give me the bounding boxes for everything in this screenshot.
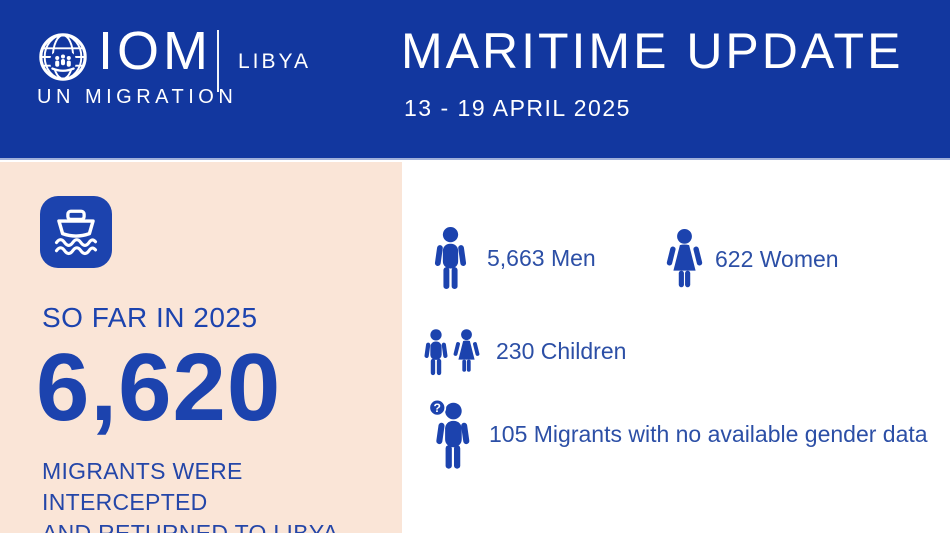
period-label: SO FAR IN 2025 xyxy=(42,302,258,333)
logo-org-text: IOM xyxy=(98,21,212,81)
stat-women-label: 622 Women xyxy=(715,245,839,272)
total-description: MIGRANTS WERE INTERCEPTED AND RETURNED T… xyxy=(42,456,402,533)
stat-unknown-label: 105 Migrants with no available gender da… xyxy=(489,420,928,447)
question-mark-glyph: ? xyxy=(434,400,441,414)
logo-region-text: LIBYA xyxy=(238,50,311,73)
stat-women: 622 Women xyxy=(666,228,839,290)
stat-men-label: 5,663 Men xyxy=(487,244,596,271)
stat-unknown: ? 105 Migrants with no available gender … xyxy=(428,396,928,472)
page-title: MARITIME UPDATE xyxy=(401,23,904,79)
logo-divider xyxy=(217,30,219,92)
summary-panel: SO FAR IN 2025 6,620 MIGRANTS WERE INTER… xyxy=(0,162,402,533)
man-icon xyxy=(434,226,467,290)
description-line-2: AND RETURNED TO LIBYA xyxy=(42,519,339,533)
logo-sub-text: UN MIGRATION xyxy=(37,86,238,108)
stat-children-label: 230 Children xyxy=(496,337,627,364)
stat-children: 230 Children xyxy=(424,326,626,376)
description-line-1: MIGRANTS WERE INTERCEPTED xyxy=(42,458,243,515)
woman-icon xyxy=(666,228,703,290)
header-bar: IOM UN MIGRATION LIBYA MARITIME UPDATE 1… xyxy=(0,0,950,160)
boat-on-waves-icon xyxy=(40,196,112,268)
children-icon xyxy=(424,327,480,376)
total-count: 6,620 xyxy=(36,334,282,441)
unknown-gender-icon: ? xyxy=(428,398,471,471)
stats-panel: 5,663 Men 622 Women xyxy=(402,162,950,533)
date-range: 13 - 19 APRIL 2025 xyxy=(404,95,631,121)
stat-men: 5,663 Men xyxy=(434,226,596,290)
iom-globe-icon xyxy=(36,30,90,84)
